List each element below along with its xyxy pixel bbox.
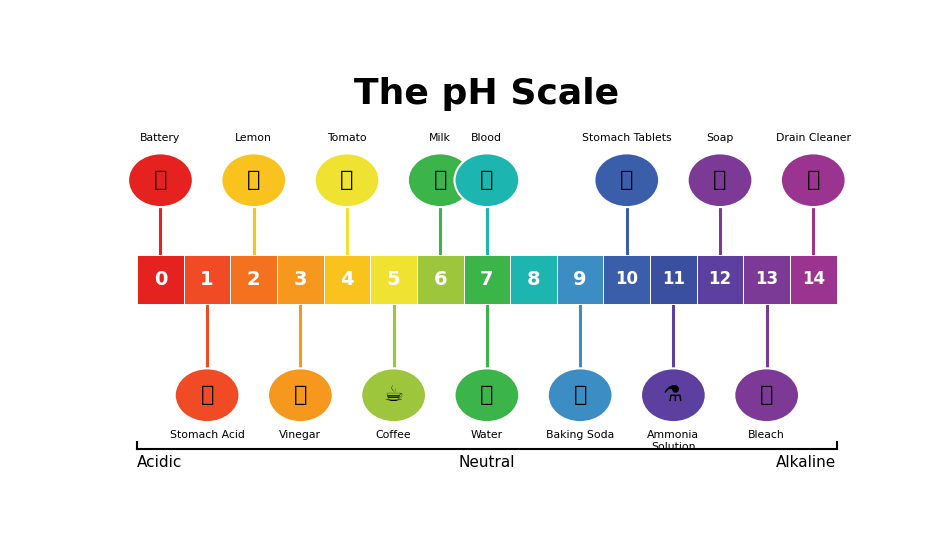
Text: 🩸: 🩸 bbox=[480, 170, 494, 190]
Text: 7: 7 bbox=[480, 270, 494, 289]
FancyBboxPatch shape bbox=[417, 255, 464, 304]
Text: Soap: Soap bbox=[707, 133, 733, 143]
Ellipse shape bbox=[175, 368, 239, 422]
Text: 🍋: 🍋 bbox=[247, 170, 260, 190]
Ellipse shape bbox=[641, 368, 706, 422]
Text: 🧴: 🧴 bbox=[760, 385, 773, 405]
FancyBboxPatch shape bbox=[696, 255, 743, 304]
Text: Vinegar: Vinegar bbox=[279, 430, 321, 440]
Ellipse shape bbox=[268, 368, 332, 422]
Text: 🧴: 🧴 bbox=[713, 170, 727, 190]
Text: 🫔: 🫔 bbox=[200, 385, 214, 405]
Ellipse shape bbox=[734, 368, 799, 422]
Text: 💧: 💧 bbox=[480, 385, 494, 405]
Text: Stomach Tablets: Stomach Tablets bbox=[582, 133, 672, 143]
Ellipse shape bbox=[595, 154, 659, 207]
Text: Lemon: Lemon bbox=[236, 133, 272, 143]
Text: Tomato: Tomato bbox=[327, 133, 367, 143]
Ellipse shape bbox=[221, 154, 286, 207]
Text: 🍮: 🍮 bbox=[294, 385, 307, 405]
FancyBboxPatch shape bbox=[370, 255, 417, 304]
Text: 5: 5 bbox=[387, 270, 401, 289]
Ellipse shape bbox=[548, 368, 613, 422]
FancyBboxPatch shape bbox=[603, 255, 650, 304]
FancyBboxPatch shape bbox=[743, 255, 790, 304]
Text: Ammonia
Solution: Ammonia Solution bbox=[647, 430, 699, 452]
Text: 2: 2 bbox=[247, 270, 260, 289]
Text: 14: 14 bbox=[802, 271, 825, 288]
FancyBboxPatch shape bbox=[650, 255, 696, 304]
Text: Coffee: Coffee bbox=[376, 430, 411, 440]
Ellipse shape bbox=[361, 368, 426, 422]
Text: 13: 13 bbox=[755, 271, 778, 288]
Text: The pH Scale: The pH Scale bbox=[354, 77, 619, 111]
Text: 1: 1 bbox=[200, 270, 214, 289]
Text: 🥛: 🥛 bbox=[433, 170, 446, 190]
Text: 👊: 👊 bbox=[620, 170, 634, 190]
FancyBboxPatch shape bbox=[137, 255, 183, 304]
Ellipse shape bbox=[688, 154, 752, 207]
FancyBboxPatch shape bbox=[277, 255, 324, 304]
Text: 🍅: 🍅 bbox=[340, 170, 353, 190]
Text: ☕: ☕ bbox=[384, 385, 404, 405]
FancyBboxPatch shape bbox=[183, 255, 231, 304]
FancyBboxPatch shape bbox=[510, 255, 557, 304]
Text: 🔋: 🔋 bbox=[154, 170, 167, 190]
Text: Bleach: Bleach bbox=[749, 430, 785, 440]
FancyBboxPatch shape bbox=[790, 255, 837, 304]
Ellipse shape bbox=[454, 368, 520, 422]
Ellipse shape bbox=[454, 154, 520, 207]
Text: Water: Water bbox=[471, 430, 503, 440]
FancyBboxPatch shape bbox=[557, 255, 603, 304]
Ellipse shape bbox=[314, 154, 379, 207]
Ellipse shape bbox=[781, 154, 846, 207]
Text: Blood: Blood bbox=[471, 133, 503, 143]
Text: Battery: Battery bbox=[141, 133, 180, 143]
Text: Neutral: Neutral bbox=[459, 455, 515, 470]
Ellipse shape bbox=[128, 154, 193, 207]
FancyBboxPatch shape bbox=[231, 255, 277, 304]
Text: 4: 4 bbox=[340, 270, 353, 289]
Text: 10: 10 bbox=[616, 271, 638, 288]
Text: 9: 9 bbox=[574, 270, 587, 289]
Text: Alkaline: Alkaline bbox=[776, 455, 837, 470]
Text: 🚿: 🚿 bbox=[807, 170, 820, 190]
Text: 11: 11 bbox=[662, 271, 685, 288]
Text: Stomach Acid: Stomach Acid bbox=[170, 430, 244, 440]
Text: 6: 6 bbox=[433, 270, 447, 289]
Text: Baking Soda: Baking Soda bbox=[546, 430, 615, 440]
FancyBboxPatch shape bbox=[324, 255, 371, 304]
FancyBboxPatch shape bbox=[464, 255, 510, 304]
Text: ⚗️: ⚗️ bbox=[663, 385, 683, 405]
Ellipse shape bbox=[408, 154, 473, 207]
Text: 🦪: 🦪 bbox=[574, 385, 587, 405]
Text: 0: 0 bbox=[154, 270, 167, 289]
Text: 3: 3 bbox=[294, 270, 307, 289]
Text: Milk: Milk bbox=[429, 133, 451, 143]
Text: 8: 8 bbox=[526, 270, 541, 289]
Text: 12: 12 bbox=[709, 271, 732, 288]
Text: Acidic: Acidic bbox=[137, 455, 182, 470]
Text: Drain Cleaner: Drain Cleaner bbox=[776, 133, 851, 143]
